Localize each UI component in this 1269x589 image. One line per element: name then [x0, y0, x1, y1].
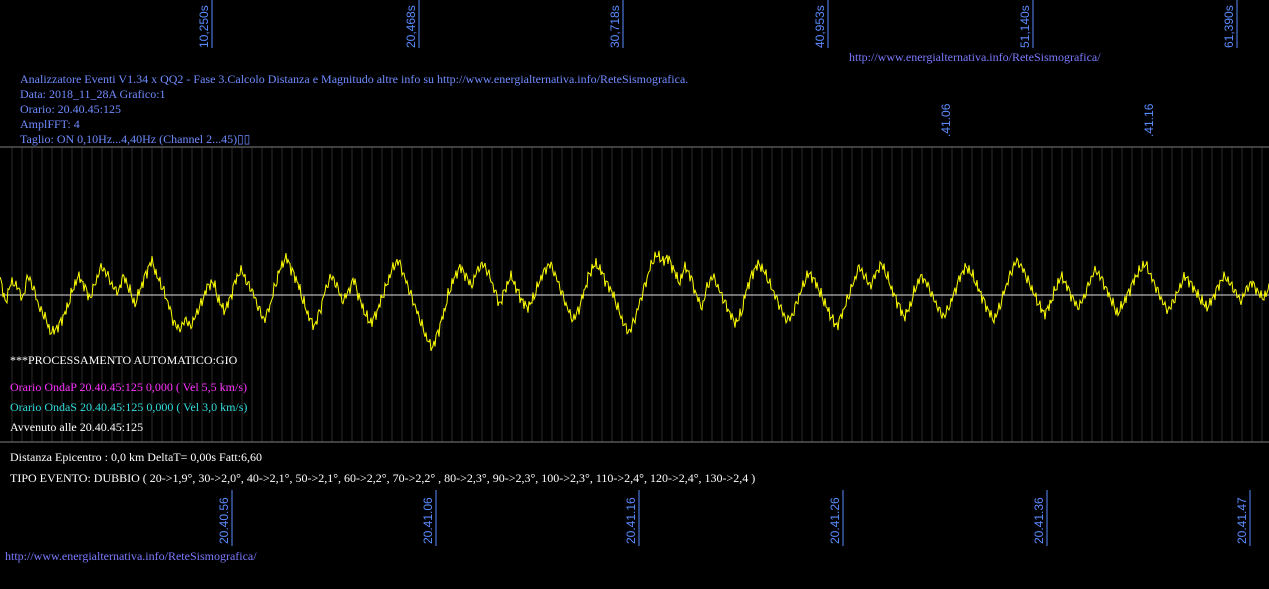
- seismic-trace: [0, 250, 1269, 351]
- info-time: Orario: 20.40.45:125: [20, 102, 121, 116]
- info-date: Data: 2018_11_28A Grafico:1: [20, 87, 166, 101]
- event-type: TIPO EVENTO: DUBBIO ( 20->1,9°, 30->2,0°…: [10, 471, 756, 485]
- top-tick-label: 10,250s: [197, 5, 211, 48]
- bottom-tick-label: 20.41.16: [624, 497, 638, 544]
- bottom-time-axis: 20.40.56 20.41.06 20.41.16 20.41.26 20.41.36…: [217, 490, 1251, 546]
- mid-tick-label: .41.06: [939, 103, 953, 137]
- processing-title: ***PROCESSAMENTO AUTOMATICO:GIO: [10, 353, 238, 367]
- mid-time-axis: .41.06 .41.16: [939, 103, 1156, 137]
- top-time-axis: 10,250s 20,468s 30,718s 40,953s 51,140s 61,39…: [197, 0, 1238, 48]
- top-tick-label: 20,468s: [404, 5, 418, 48]
- onda-s-time: Orario OndaS 20.40.45:125 0,000 ( Vel 3,…: [10, 400, 248, 414]
- top-tick-label: 40,953s: [813, 5, 827, 48]
- top-tick-label: 61,390s: [1222, 5, 1236, 48]
- top-tick-label: 30,718s: [608, 5, 622, 48]
- mid-tick-label: .41.16: [1142, 103, 1156, 137]
- info-amplfft: AmplFFT: 4: [20, 117, 80, 131]
- top-url-link[interactable]: http://www.energialternativa.info/ReteSi…: [849, 50, 1101, 64]
- onda-p-time: Orario OndaP 20.40.45:125 0,000 ( Vel 5,…: [10, 380, 247, 394]
- bottom-tick-label: 20.41.06: [421, 497, 435, 544]
- bottom-tick-label: 20.41.36: [1032, 497, 1046, 544]
- top-tick-label: 51,140s: [1018, 5, 1032, 48]
- bottom-tick-label: 20.41.47: [1235, 497, 1249, 544]
- info-filter: Taglio: ON 0,10Hz...4,40Hz (Channel 2...…: [20, 132, 251, 146]
- bottom-tick-label: 20.40.56: [217, 497, 231, 544]
- bottom-tick-label: 20.41.26: [828, 497, 842, 544]
- bottom-url-link[interactable]: http://www.energialternativa.info/ReteSi…: [5, 549, 257, 563]
- epicenter-distance: Distanza Epicentro : 0,0 km DeltaT= 0,00…: [10, 450, 263, 464]
- event-time: Avvenuto alle 20.40.45:125: [10, 420, 144, 434]
- info-title: Analizzatore Eventi V1.34 x QQ2 - Fase 3…: [20, 72, 689, 86]
